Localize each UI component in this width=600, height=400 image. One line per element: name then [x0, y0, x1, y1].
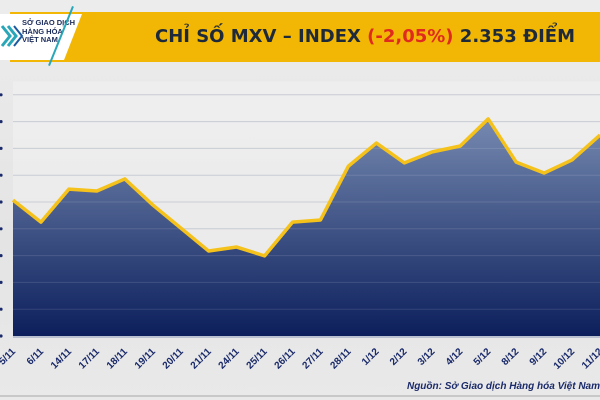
title-value: 2.353 ĐIỂM — [453, 26, 575, 47]
x-tick-label: 27/11 — [301, 346, 326, 371]
x-tick-label: 11/12 — [580, 346, 600, 371]
logo — [0, 14, 82, 60]
x-tick-label: 5/11 — [0, 346, 18, 367]
x-tick-label: 24/11 — [217, 346, 242, 371]
logo-line-1: SỞ GIAO DỊCH — [22, 18, 76, 27]
logo-line-2: HÀNG HÓA — [22, 26, 63, 36]
x-tick-label: 19/11 — [133, 346, 158, 371]
x-tick-label: 9/12 — [528, 346, 550, 368]
source-note: Nguồn: Sở Giao dịch Hàng hóa Việt Nam — [406, 381, 600, 392]
bottom-divider — [0, 395, 600, 397]
y-tick-mark — [0, 280, 3, 284]
x-tick-label: 2/12 — [388, 346, 410, 368]
chart-title: CHỈ SỐ MXV – INDEX (-2,05%) 2.353 ĐIỂM — [130, 12, 600, 62]
y-tick-mark — [0, 173, 3, 177]
logo-shape — [0, 14, 82, 60]
logo-text: SỞ GIAO DỊCH HÀNG HÓA VIỆT NAM — [22, 18, 76, 45]
x-tick-label: 10/12 — [552, 346, 578, 372]
x-tick-label: 4/12 — [444, 346, 466, 368]
x-tick-label: 18/11 — [105, 346, 130, 371]
title-change: (-2,05%) — [367, 26, 454, 47]
y-tick-mark — [0, 93, 3, 97]
logo-line-3: VIỆT NAM — [22, 35, 58, 44]
y-tick-mark — [0, 307, 3, 311]
y-tick-mark — [0, 120, 3, 124]
series-line — [11, 117, 600, 258]
x-tick-label: 8/12 — [500, 346, 522, 368]
x-tick-label: 26/11 — [273, 346, 298, 371]
x-tick-label: 17/11 — [77, 346, 102, 371]
area-fill — [13, 118, 600, 336]
x-tick-label: 3/12 — [416, 346, 438, 368]
y-tick-mark — [0, 227, 3, 231]
x-tick-label: 21/11 — [189, 346, 214, 371]
x-tick-label: 20/11 — [161, 346, 186, 371]
x-tick-label: 5/12 — [472, 346, 494, 368]
y-tick-mark — [0, 200, 3, 204]
title-banner — [10, 12, 600, 62]
title-main: CHỈ SỐ MXV – INDEX — [154, 26, 368, 47]
x-tick-label: 6/11 — [25, 346, 46, 367]
y-tick-mark — [0, 334, 3, 338]
y-tick-mark — [0, 254, 3, 258]
x-tick-label: 25/11 — [245, 346, 270, 371]
x-tick-label: 14/11 — [49, 346, 74, 371]
y-tick-mark — [0, 146, 3, 150]
x-tick-label: 28/11 — [328, 346, 353, 371]
x-tick-label: 1/12 — [360, 346, 382, 368]
